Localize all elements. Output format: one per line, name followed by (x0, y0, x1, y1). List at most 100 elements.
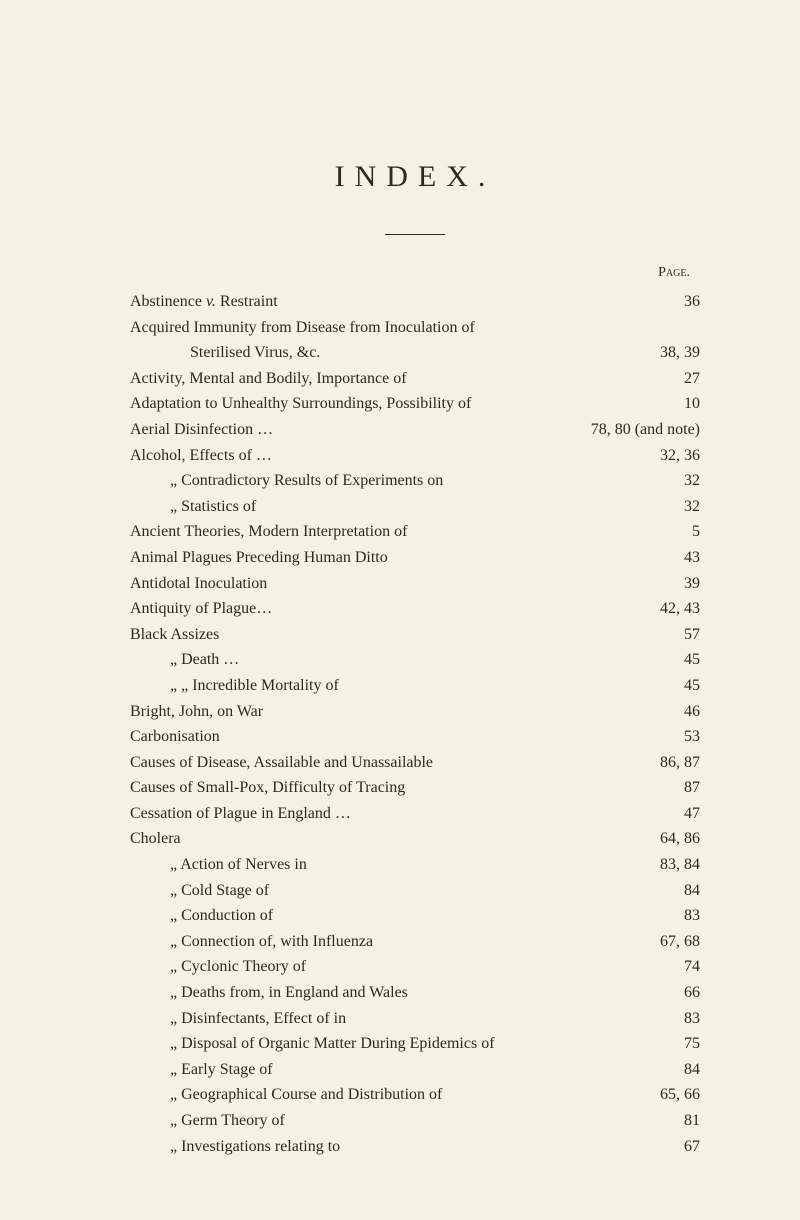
index-entry: Causes of Small-Pox, Difficulty of Traci… (130, 775, 700, 801)
entry-text: Bright, John, on War (130, 699, 674, 725)
entry-text: „ Cyclonic Theory of (130, 954, 674, 980)
entry-page: 78, 80 (and note) (581, 417, 700, 443)
entry-page: 47 (674, 801, 700, 827)
entry-page: 83, 84 (650, 852, 700, 878)
index-entry: Bright, John, on War46 (130, 699, 700, 725)
index-entry: Cholera64, 86 (130, 826, 700, 852)
entry-text: „ Statistics of (130, 494, 674, 520)
index-entry: „ Death …45 (130, 647, 700, 673)
entry-page: 32 (674, 468, 700, 494)
entry-page: 45 (674, 647, 700, 673)
entry-text: „ Cold Stage of (130, 878, 674, 904)
entry-text: „ „ Incredible Mortality of (130, 673, 674, 699)
entry-text: Acquired Immunity from Disease from Inoc… (130, 315, 690, 341)
entry-page: 45 (674, 673, 700, 699)
entry-text: „ Disinfectants, Effect of in (130, 1006, 674, 1032)
entry-text: „ Action of Nerves in (130, 852, 650, 878)
entry-page: 64, 86 (650, 826, 700, 852)
index-entry: Abstinence v. Restraint36 (130, 289, 700, 315)
index-entry: „ Cyclonic Theory of74 (130, 954, 700, 980)
index-entry: Carbonisation53 (130, 724, 700, 750)
entry-text: „ Germ Theory of (130, 1108, 674, 1134)
index-entry: Activity, Mental and Bodily, Importance … (130, 366, 700, 392)
entry-page: 10 (674, 391, 700, 417)
entry-text: Abstinence v. Restraint (130, 289, 674, 315)
entry-text: „ Disposal of Organic Matter During Epid… (130, 1031, 674, 1057)
index-entry: „ Statistics of32 (130, 494, 700, 520)
index-entry: Acquired Immunity from Disease from Inoc… (130, 315, 700, 341)
entry-page: 74 (674, 954, 700, 980)
entry-text: Alcohol, Effects of … (130, 443, 650, 469)
index-entry: „ Disposal of Organic Matter During Epid… (130, 1031, 700, 1057)
index-entry: „ Cold Stage of84 (130, 878, 700, 904)
index-entry: Causes of Disease, Assailable and Unassa… (130, 750, 700, 776)
index-entry: Aerial Disinfection …78, 80 (and note) (130, 417, 700, 443)
index-entries-container: Abstinence v. Restraint36Acquired Immuni… (130, 289, 700, 1159)
entry-text: Cessation of Plague in England … (130, 801, 674, 827)
title-divider (385, 234, 445, 235)
entry-text: Adaptation to Unhealthy Surroundings, Po… (130, 391, 674, 417)
entry-text: Sterilised Virus, &c. (130, 340, 650, 366)
entry-text: Antiquity of Plague… (130, 596, 650, 622)
entry-text: Causes of Small-Pox, Difficulty of Traci… (130, 775, 674, 801)
index-entry: „ Connection of, with Influenza67, 68 (130, 929, 700, 955)
entry-text: Activity, Mental and Bodily, Importance … (130, 366, 674, 392)
entry-page: 27 (674, 366, 700, 392)
index-entry: Alcohol, Effects of …32, 36 (130, 443, 700, 469)
index-entry: Cessation of Plague in England …47 (130, 801, 700, 827)
entry-page: 5 (682, 519, 700, 545)
entry-text: „ Investigations relating to (130, 1134, 674, 1160)
entry-text: Aerial Disinfection … (130, 417, 581, 443)
entry-page: 87 (674, 775, 700, 801)
page-column-header: Page. (130, 265, 700, 281)
entry-page: 84 (674, 1057, 700, 1083)
entry-page: 81 (674, 1108, 700, 1134)
entry-page: 38, 39 (650, 340, 700, 366)
index-entry: „ Investigations relating to67 (130, 1134, 700, 1160)
index-entry: Animal Plagues Preceding Human Ditto43 (130, 545, 700, 571)
index-entry: Ancient Theories, Modern Interpretation … (130, 519, 700, 545)
entry-page: 53 (674, 724, 700, 750)
index-entry: „ Germ Theory of81 (130, 1108, 700, 1134)
entry-text: Ancient Theories, Modern Interpretation … (130, 519, 682, 545)
entry-text: „ Connection of, with Influenza (130, 929, 650, 955)
entry-text: „ Early Stage of (130, 1057, 674, 1083)
entry-text: Animal Plagues Preceding Human Ditto (130, 545, 674, 571)
entry-page: 67, 68 (650, 929, 700, 955)
entry-page: 32 (674, 494, 700, 520)
entry-page: 46 (674, 699, 700, 725)
index-entry: „ Action of Nerves in83, 84 (130, 852, 700, 878)
entry-page: 39 (674, 571, 700, 597)
entry-text: Cholera (130, 826, 650, 852)
entry-text: „ Contradictory Results of Experiments o… (130, 468, 674, 494)
index-entry: Black Assizes57 (130, 622, 700, 648)
entry-text: „ Geographical Course and Distribution o… (130, 1082, 650, 1108)
index-entry: Sterilised Virus, &c.38, 39 (130, 340, 700, 366)
entry-text: Black Assizes (130, 622, 674, 648)
entry-page: 66 (674, 980, 700, 1006)
index-title: INDEX. (130, 160, 700, 194)
entry-page: 32, 36 (650, 443, 700, 469)
entry-page: 57 (674, 622, 700, 648)
entry-page: 83 (674, 903, 700, 929)
index-entry: Antidotal Inoculation39 (130, 571, 700, 597)
entry-page: 84 (674, 878, 700, 904)
entry-page: 42, 43 (650, 596, 700, 622)
entry-page: 36 (674, 289, 700, 315)
index-entry: Antiquity of Plague…42, 43 (130, 596, 700, 622)
index-entry: „ Early Stage of84 (130, 1057, 700, 1083)
index-entry: „ Deaths from, in England and Wales66 (130, 980, 700, 1006)
index-entry: „ Geographical Course and Distribution o… (130, 1082, 700, 1108)
entry-text: Causes of Disease, Assailable and Unassa… (130, 750, 650, 776)
index-entry: „ Contradictory Results of Experiments o… (130, 468, 700, 494)
entry-text: „ Conduction of (130, 903, 674, 929)
index-entry: „ „ Incredible Mortality of45 (130, 673, 700, 699)
entry-page: 83 (674, 1006, 700, 1032)
index-entry: „ Conduction of83 (130, 903, 700, 929)
entry-text: „ Death … (130, 647, 674, 673)
index-entry: Adaptation to Unhealthy Surroundings, Po… (130, 391, 700, 417)
entry-text: Antidotal Inoculation (130, 571, 674, 597)
entry-page: 67 (674, 1134, 700, 1160)
entry-page: 75 (674, 1031, 700, 1057)
entry-page: 86, 87 (650, 750, 700, 776)
